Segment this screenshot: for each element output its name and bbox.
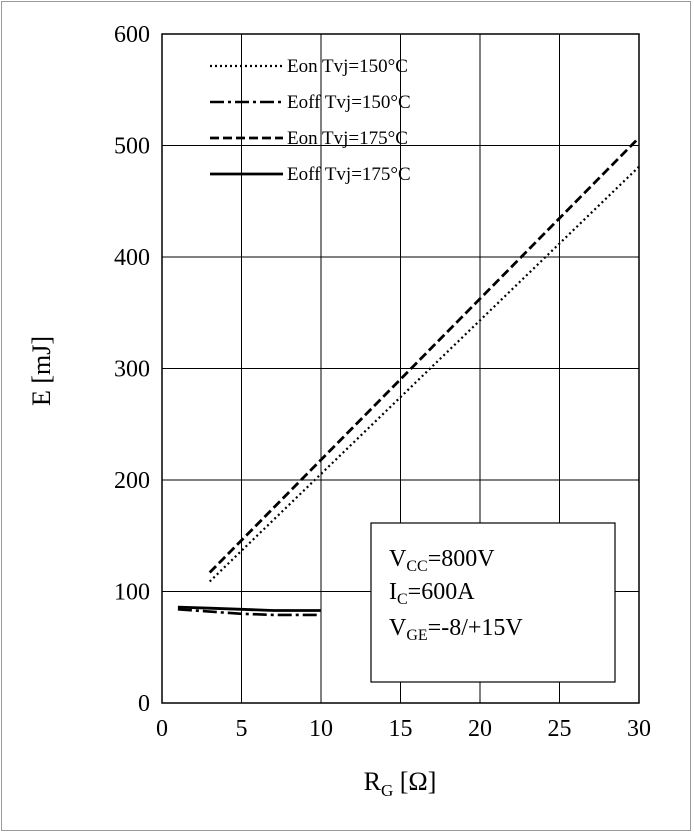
condition-ic: IC=600A xyxy=(389,579,475,608)
x-tick-labels: 0 5 10 15 20 25 30 xyxy=(156,716,651,742)
y-tick-label: 100 xyxy=(114,580,150,606)
series-line-3 xyxy=(208,136,640,574)
y-tick-label: 500 xyxy=(114,134,150,160)
y-axis-label: E [mJ] xyxy=(27,336,56,406)
x-tick-label: 20 xyxy=(468,716,492,742)
x-tick-label: 15 xyxy=(389,716,413,742)
x-tick-label: 10 xyxy=(309,716,333,742)
conditions-box: VCC=800V IC=600A VGE=-8/+15V xyxy=(370,522,616,683)
legend-label-3: Eon Tvj=175°C xyxy=(287,128,408,149)
legend: Eon Tvj=150°C Eoff Tvj=150°C Eon Tvj=175°C… xyxy=(210,56,411,185)
series-line-2 xyxy=(177,608,321,617)
plot-area-border xyxy=(161,33,640,704)
y-tick-label: 200 xyxy=(114,468,150,494)
y-tick-label: 600 xyxy=(114,22,150,48)
condition-vge: VGE=-8/+15V xyxy=(389,615,523,644)
x-tick-label: 0 xyxy=(156,716,168,742)
x-tick-label: 30 xyxy=(627,716,651,742)
y-tick-labels: 0 100 200 300 400 500 600 xyxy=(114,22,150,717)
x-tick-label: 5 xyxy=(236,716,248,742)
series-line-4 xyxy=(177,605,321,612)
condition-vcc: VCC=800V xyxy=(389,546,495,575)
y-tick-label: 300 xyxy=(114,357,150,383)
legend-label-2: Eoff Tvj=150°C xyxy=(287,92,411,113)
legend-label-4: Eoff Tvj=175°C xyxy=(287,164,411,185)
conditions-box-border xyxy=(370,522,616,683)
legend-label-1: Eon Tvj=150°C xyxy=(287,56,408,77)
series-lines xyxy=(177,136,640,617)
y-tick-label: 0 xyxy=(138,691,150,717)
series-line-1 xyxy=(208,165,640,583)
y-tick-label: 400 xyxy=(114,245,150,271)
x-axis-label: RG [Ω] xyxy=(364,767,437,800)
x-tick-label: 25 xyxy=(548,716,572,742)
